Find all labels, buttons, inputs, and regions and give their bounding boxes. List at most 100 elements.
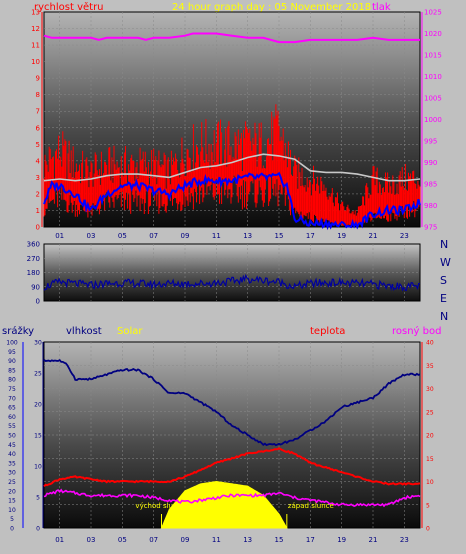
rain-tick-label: 0 xyxy=(10,526,14,533)
climate-x-tick-label: 03 xyxy=(87,536,96,544)
wind-tick-label: 10 xyxy=(31,58,40,66)
wind-speed-label: rychlost větru xyxy=(34,1,104,13)
wind-x-tick-label: 13 xyxy=(243,232,252,240)
pressure-series xyxy=(43,32,420,44)
wind-tick-label: 5 xyxy=(36,141,40,149)
humidity-series xyxy=(43,358,421,447)
wind-x-tick-label: 23 xyxy=(400,232,409,240)
direction-tick-label: 0 xyxy=(36,298,40,306)
wind-x-tick-label: 01 xyxy=(55,232,64,240)
rain-tick-label: 25 xyxy=(8,479,16,486)
compass-w: W xyxy=(440,256,451,269)
wind-tick-label: 1 xyxy=(36,207,40,215)
wind-x-tick-label: 05 xyxy=(118,232,127,240)
wind-tick-label: 7 xyxy=(36,108,40,116)
wind-x-tick-label: 09 xyxy=(181,232,190,240)
pressure-tick-label: 975 xyxy=(424,224,437,232)
temperature-tick-label: 25 xyxy=(426,409,434,416)
rain-tick-label: 90 xyxy=(8,358,16,365)
climate-x-tick-label: 23 xyxy=(400,536,409,544)
pressure-tick-label: 990 xyxy=(424,159,437,167)
wind-x-tick-label: 11 xyxy=(212,232,221,240)
rain-tick-label: 35 xyxy=(8,460,16,467)
pressure-tick-label: 1000 xyxy=(424,116,442,124)
humidity-tick-label: 25 xyxy=(34,371,42,378)
rain-tick-label: 85 xyxy=(8,367,16,374)
wind-tick-label: 11 xyxy=(31,42,40,50)
humidity-tick-label: 0 xyxy=(36,526,40,533)
humidity-tick-label: 15 xyxy=(34,433,42,440)
wind-tick-label: 3 xyxy=(36,174,40,182)
wind-tick-label: 2 xyxy=(36,190,40,198)
temperature-tick-label: 35 xyxy=(426,363,434,370)
humidity-tick-label: 5 xyxy=(36,495,40,502)
wind-x-tick-label: 07 xyxy=(149,232,158,240)
rain-tick-label: 30 xyxy=(8,470,16,477)
avg-wind-series xyxy=(43,153,421,182)
rain-tick-label: 75 xyxy=(8,386,16,393)
direction-tick-label: 270 xyxy=(27,255,40,263)
climate-x-tick-label: 05 xyxy=(118,536,127,544)
wind-tick-label: 6 xyxy=(36,124,41,132)
sunrise-annotation: východ slunce xyxy=(135,502,185,510)
wind-tick-label: 4 xyxy=(36,157,41,165)
wind-x-tick-label: 21 xyxy=(369,232,378,240)
wind-tick-label: 12 xyxy=(31,25,40,33)
compass-e: E xyxy=(440,292,447,305)
wind-x-tick-label: 15 xyxy=(275,232,284,240)
wind-tick-label: 9 xyxy=(36,75,40,83)
temperature-series xyxy=(43,447,421,488)
temperature-tick-label: 0 xyxy=(426,526,430,533)
wind-speed-series xyxy=(43,171,421,231)
pressure-tick-label: 1020 xyxy=(424,30,442,38)
pressure-tick-label: 995 xyxy=(424,138,437,146)
humidity-label: vlhkost xyxy=(66,326,102,337)
rain-tick-label: 45 xyxy=(8,442,16,449)
wind-direction-series xyxy=(43,273,421,292)
wind-tick-label: 0 xyxy=(36,224,40,232)
compass-s: S xyxy=(440,274,447,287)
compass-n-bottom: N xyxy=(440,310,448,323)
humidity-tick-label: 30 xyxy=(34,340,42,347)
direction-tick-label: 360 xyxy=(27,241,40,249)
pressure-tick-label: 1010 xyxy=(424,73,442,81)
dewpoint-label: rosný bod xyxy=(392,325,441,337)
rain-tick-label: 55 xyxy=(8,423,16,430)
rain-tick-label: 65 xyxy=(8,405,16,412)
temperature-tick-label: 30 xyxy=(426,386,434,393)
climate-x-tick-label: 19 xyxy=(337,536,346,544)
rain-tick-label: 40 xyxy=(8,451,16,458)
rain-tick-label: 60 xyxy=(8,414,16,421)
pressure-tick-label: 1005 xyxy=(424,95,442,103)
pressure-tick-label: 1015 xyxy=(424,52,442,60)
rain-tick-label: 95 xyxy=(8,349,16,356)
pressure-tick-label: 1025 xyxy=(424,9,442,17)
rain-tick-label: 80 xyxy=(8,377,16,384)
rain-tick-label: 10 xyxy=(8,507,16,514)
wind-x-tick-label: 19 xyxy=(337,232,346,240)
compass-n-top: N xyxy=(440,238,448,251)
climate-x-tick-label: 21 xyxy=(369,536,378,544)
climate-x-tick-label: 11 xyxy=(212,536,221,544)
dewpoint-series xyxy=(43,488,421,508)
temperature-tick-label: 10 xyxy=(426,479,434,486)
rain-label: srážky xyxy=(2,325,34,337)
wind-tick-label: 8 xyxy=(36,91,40,99)
rain-tick-label: 5 xyxy=(10,516,14,523)
climate-x-tick-label: 17 xyxy=(306,536,315,544)
wind-x-tick-label: 17 xyxy=(306,232,315,240)
direction-tick-label: 90 xyxy=(31,283,40,291)
gust-series xyxy=(43,104,421,227)
page-title: 24 hour graph day : 05 November 2018 xyxy=(172,2,371,13)
humidity-tick-label: 10 xyxy=(34,464,42,471)
pressure-tick-label: 985 xyxy=(424,181,437,189)
climate-x-tick-label: 15 xyxy=(275,536,284,544)
rain-tick-label: 70 xyxy=(8,395,16,402)
temperature-tick-label: 15 xyxy=(426,456,434,463)
rain-tick-label: 15 xyxy=(8,498,16,505)
temperature-tick-label: 40 xyxy=(426,340,434,347)
solar-label: Solar xyxy=(117,326,143,337)
climate-x-tick-label: 09 xyxy=(181,536,190,544)
